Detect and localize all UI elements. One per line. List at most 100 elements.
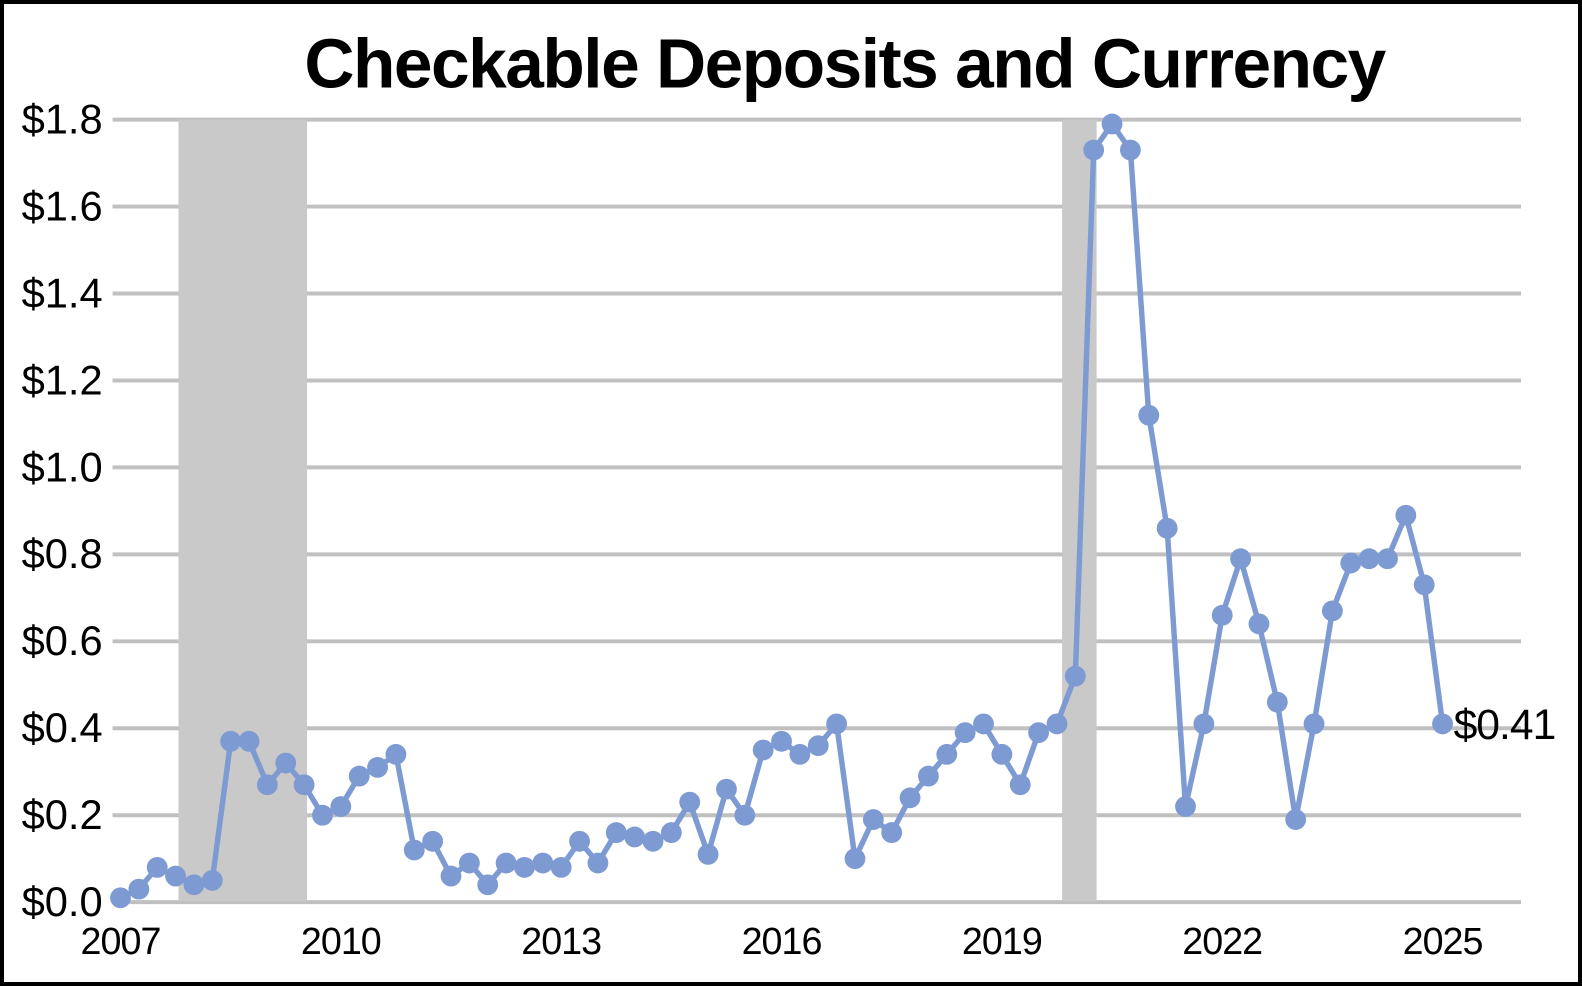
data-point: [697, 843, 719, 865]
data-markers: [110, 113, 1453, 909]
data-point: [752, 739, 774, 761]
x-tick-label: 2022: [1182, 920, 1262, 962]
data-point: [275, 752, 297, 774]
data-point: [532, 852, 554, 874]
data-point: [1028, 722, 1050, 744]
data-point: [1175, 796, 1196, 817]
data-point: [1248, 613, 1270, 635]
data-point: [918, 765, 939, 787]
data-point: [789, 743, 811, 765]
data-point: [1303, 713, 1325, 735]
data-point: [1230, 548, 1251, 570]
y-tick-label: $0.0: [22, 878, 103, 925]
y-tick-label: $1.0: [22, 443, 103, 490]
data-point: [807, 735, 829, 757]
data-point: [1358, 548, 1380, 570]
y-tick-label: $1.6: [22, 182, 103, 229]
data-point: [844, 848, 866, 870]
data-point: [1395, 504, 1417, 526]
recession-band: [178, 119, 308, 902]
data-point: [1211, 604, 1233, 626]
data-point: [256, 774, 278, 796]
data-point: [642, 830, 664, 852]
data-point: [587, 852, 609, 874]
x-tick-label: 2007: [81, 920, 161, 962]
data-point: [1101, 113, 1123, 135]
x-tick-label: 2016: [742, 920, 822, 962]
data-point: [991, 743, 1013, 765]
data-point: [679, 791, 701, 813]
data-point: [973, 713, 994, 735]
x-tick-label: 2013: [521, 920, 601, 962]
x-tick-label: 2010: [301, 920, 381, 962]
data-point: [624, 826, 646, 848]
data-point: [330, 796, 352, 817]
y-tick-label: $1.2: [22, 356, 103, 403]
data-point: [734, 804, 756, 826]
chart-svg: $0.0 $0.2 $0.4 $0.6 $0.8 $1.0 $1.2 $1.4 $1.6 $1.8…: [22, 24, 1557, 962]
data-point: [1156, 517, 1178, 539]
data-point: [1377, 548, 1398, 570]
data-point: [348, 765, 370, 787]
data-line: [117, 121, 1446, 901]
data-point: [569, 830, 590, 852]
data-point: [826, 713, 848, 735]
y-tick-label: $0.8: [22, 530, 103, 577]
data-point: [1193, 713, 1215, 735]
data-point: [1432, 713, 1453, 735]
data-point: [716, 778, 737, 800]
data-point: [1285, 809, 1307, 830]
data-point: [954, 722, 976, 744]
y-tick-label: $0.2: [22, 791, 103, 838]
data-point: [771, 730, 792, 752]
series-polyline: [117, 121, 1446, 901]
data-point: [550, 856, 572, 878]
data-point: [881, 822, 903, 844]
data-point: [1138, 404, 1160, 426]
data-point: [1064, 665, 1086, 687]
data-point: [1046, 713, 1068, 735]
data-point: [495, 852, 517, 874]
data-point: [367, 756, 388, 778]
x-tick-label: 2025: [1403, 920, 1483, 962]
y-tick-label: $1.4: [22, 269, 103, 316]
y-tick-label: $1.8: [22, 96, 103, 143]
data-point: [1083, 139, 1105, 161]
data-point: [238, 730, 260, 752]
data-point: [422, 830, 444, 852]
data-point: [899, 787, 921, 809]
data-point: [128, 878, 150, 900]
recession-bands: [178, 119, 1097, 902]
y-tick-label: $0.4: [22, 704, 103, 751]
data-point: [605, 822, 627, 844]
data-point: [1266, 691, 1288, 713]
data-point: [862, 809, 884, 830]
y-tick-label: $0.6: [22, 617, 103, 664]
data-point: [385, 743, 407, 765]
data-point: [146, 856, 168, 878]
data-point: [312, 804, 333, 826]
data-point: [1413, 574, 1435, 596]
data-point: [220, 730, 242, 752]
data-point: [514, 856, 535, 878]
data-point: [440, 865, 462, 887]
data-point: [458, 852, 480, 874]
data-point: [165, 865, 186, 887]
chart-title: Checkable Deposits and Currency: [304, 24, 1386, 102]
data-point: [477, 874, 499, 896]
data-point: [183, 874, 205, 896]
data-point: [403, 839, 425, 861]
data-point: [110, 887, 131, 909]
x-tick-label: 2019: [962, 920, 1042, 962]
data-point: [1009, 774, 1031, 796]
data-point: [1119, 139, 1141, 161]
y-axis-labels: $0.0 $0.2 $0.4 $0.6 $0.8 $1.0 $1.2 $1.4 $1.6 $1.8: [22, 96, 103, 926]
data-point: [293, 774, 315, 796]
chart-gridlines: [112, 117, 1522, 905]
data-point: [936, 743, 958, 765]
data-point: [1340, 552, 1362, 574]
x-axis-labels: 2007 2010 2013 2016 2019 2022 2025: [81, 920, 1484, 962]
data-point: [201, 870, 223, 891]
data-point: [660, 822, 682, 844]
